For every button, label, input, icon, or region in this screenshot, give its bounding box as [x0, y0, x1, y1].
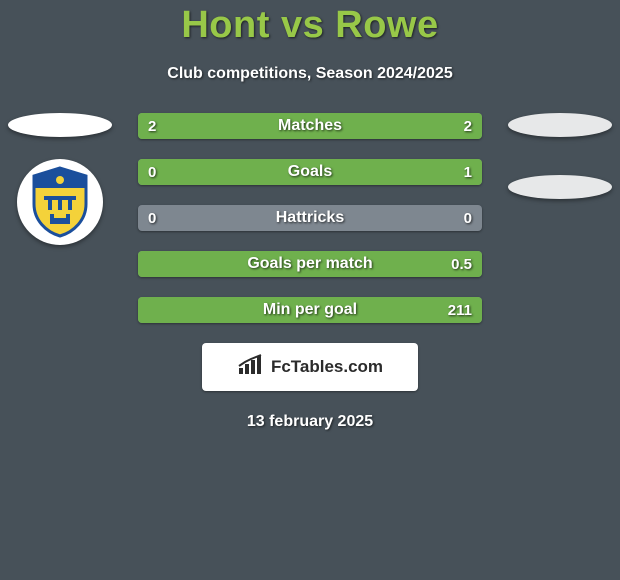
stat-bar: Goals0 1 [138, 159, 482, 185]
stats-grid: Matches22Goals01Hattricks00Goals per mat… [0, 113, 620, 323]
stat-label: Min per goal [138, 297, 482, 323]
shield-icon [29, 166, 91, 238]
title-player-left: Hont [181, 4, 270, 46]
right-player-ellipse-2 [508, 175, 612, 199]
left-player-column [0, 113, 120, 245]
stat-label: Matches [138, 113, 482, 139]
stat-bar: Goals per match0.5 [138, 251, 482, 277]
bar-chart-icon [237, 354, 263, 381]
stat-value-left: 2 [148, 113, 156, 139]
stat-label: Goals per match [138, 251, 482, 277]
stat-value-left: 0 [148, 159, 156, 185]
title-player-right: Rowe [335, 4, 438, 46]
title-vs: vs [281, 4, 324, 46]
stat-value-right: 1 [464, 159, 472, 185]
stat-bar: Min per goal211 [138, 297, 482, 323]
right-player-ellipse-1 [508, 113, 612, 137]
stat-value-right: 2 [464, 113, 472, 139]
right-player-column [500, 113, 620, 215]
left-player-ellipse [8, 113, 112, 137]
page-title: Hont vs Rowe [0, 4, 620, 47]
stat-value-right: 0 [464, 205, 472, 231]
brand-badge: FcTables.com [202, 343, 418, 391]
stat-value-right: 211 [448, 297, 472, 323]
stat-value-left: 0 [148, 205, 156, 231]
stat-label: Hattricks [138, 205, 482, 231]
stat-bars: Matches22Goals01Hattricks00Goals per mat… [138, 113, 482, 323]
date-text: 13 february 2025 [0, 413, 620, 431]
stat-bar: Matches2 2 [138, 113, 482, 139]
subtitle: Club competitions, Season 2024/2025 [0, 65, 620, 83]
left-club-badge [17, 159, 103, 245]
brand-text: FcTables.com [271, 357, 383, 377]
stat-value-right: 0.5 [451, 251, 472, 277]
stat-label: Goals [138, 159, 482, 185]
stat-bar: Hattricks0 0 [138, 205, 482, 231]
